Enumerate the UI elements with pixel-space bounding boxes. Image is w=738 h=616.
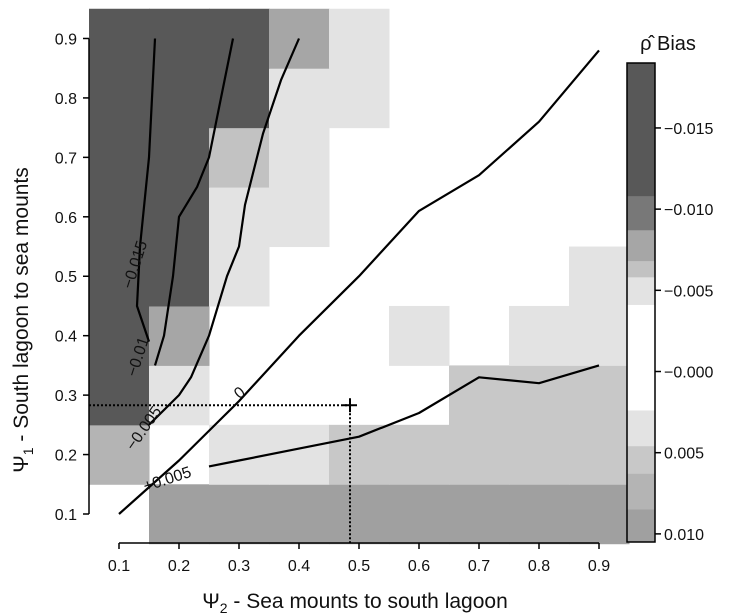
colorbar-title: ρ̂ Bias	[640, 33, 696, 55]
reference-point	[89, 398, 357, 544]
heatmap-cell	[269, 484, 330, 545]
heatmap-cell	[569, 365, 630, 426]
heatmap-cell	[89, 8, 150, 69]
colorbar-swatch	[627, 446, 655, 475]
x-axis-label: Ψ2 - Sea mounts to south lagoon	[202, 590, 508, 616]
colorbar-tick-label: −0.015	[664, 121, 713, 138]
contour-line	[148, 38, 301, 426]
heatmap-cell	[89, 365, 150, 426]
heatmap-cell	[449, 424, 510, 485]
heatmap-cell	[449, 484, 510, 545]
colorbar-swatch	[627, 230, 655, 262]
x-tick-label: 0.6	[408, 558, 430, 575]
heatmap-cell	[209, 127, 270, 188]
heatmap-cell	[569, 246, 630, 307]
y-tick-label: 0.2	[55, 448, 77, 465]
heatmap-cell	[89, 187, 150, 248]
heatmap-cell	[209, 187, 270, 248]
contour-line	[135, 38, 157, 342]
heatmap-cell	[509, 424, 570, 485]
x-tick-label: 0.1	[108, 558, 130, 575]
heatmap-cell	[509, 305, 570, 366]
contour-line	[153, 38, 235, 366]
colorbar-tick-label: 0.010	[664, 527, 704, 544]
y-tick-label: 0.3	[55, 388, 77, 405]
colorbar-frame	[626, 62, 656, 543]
colorbar: −0.015 −0.010 −0.005 −0.000 0.005 0.010	[626, 62, 713, 544]
heatmap-cell	[569, 424, 630, 485]
heatmap-cell	[89, 68, 150, 129]
heatmap-cell	[389, 484, 450, 545]
heatmap-cell	[329, 424, 390, 485]
colorbar-swatch	[627, 261, 655, 278]
heatmap-cell	[149, 484, 210, 545]
colorbar-tick-label: −0.000	[664, 365, 713, 382]
y-tick-label: 0.6	[55, 210, 77, 227]
heatmap-cell	[329, 484, 390, 545]
heatmap-cell	[89, 424, 150, 485]
heatmap-cell	[209, 484, 270, 545]
heatmap-cell	[269, 68, 330, 129]
colorbar-swatch	[627, 509, 655, 543]
heatmap-cell	[449, 365, 510, 426]
heatmap-cell	[329, 8, 390, 69]
colorbar-tick-label: −0.010	[664, 202, 713, 219]
y-tick-label: 0.1	[55, 507, 77, 524]
x-tick-label: 0.8	[528, 558, 550, 575]
x-tick-label: 0.2	[168, 558, 190, 575]
colorbar-swatch	[627, 304, 655, 411]
heatmap-cell	[269, 187, 330, 248]
heatmap-cell	[569, 305, 630, 366]
heatmap-cell	[149, 127, 210, 188]
heatmap-cell	[509, 365, 570, 426]
colorbar-tick-label: −0.005	[664, 283, 713, 300]
x-tick-label: 0.7	[468, 558, 490, 575]
contour-line	[118, 49, 600, 515]
heatmap-cell	[569, 484, 630, 545]
colorbar-swatch	[627, 63, 655, 197]
heatmap-cell	[269, 424, 330, 485]
colorbar-swatch	[627, 277, 655, 306]
colorbar-tick-label: 0.005	[664, 446, 704, 463]
heatmap-cell	[209, 8, 270, 69]
heatmap-cell	[209, 424, 270, 485]
x-tick-label: 0.9	[588, 558, 610, 575]
heatmap-cells	[89, 8, 630, 545]
heatmap-cell	[89, 127, 150, 188]
x-tick-label: 0.5	[348, 558, 370, 575]
heatmap-cell	[209, 246, 270, 307]
x-tick-label: 0.4	[288, 558, 310, 575]
x-tick-label: 0.3	[228, 558, 250, 575]
heatmap-cell	[149, 68, 210, 129]
contour-line	[208, 364, 600, 468]
y-axis-label: Ψ1 - South lagoon to sea mounts	[10, 167, 36, 473]
y-tick-label: 0.7	[55, 150, 77, 167]
colorbar-swatch	[627, 473, 655, 511]
heatmap-cell	[149, 246, 210, 307]
heatmap-cell	[149, 8, 210, 69]
heatmap-cell	[329, 68, 390, 129]
axes: 0.1 0.2 0.3 0.4 0.5 0.6 0.7 0.8 0.9 0.1 0.2 0.3 0.4 0…	[55, 31, 610, 575]
y-tick-label: 0.4	[55, 329, 77, 346]
colorbar-swatch	[627, 196, 655, 231]
y-tick-label: 0.8	[55, 91, 77, 108]
heatmap-cell	[209, 68, 270, 129]
y-tick-label: 0.5	[55, 269, 77, 286]
heatmap-cell	[389, 424, 450, 485]
heatmap-cell	[509, 484, 570, 545]
colorbar-swatch	[627, 410, 655, 447]
heatmap-cell	[269, 127, 330, 188]
y-tick-label: 0.9	[55, 31, 77, 48]
heatmap-cell	[389, 305, 450, 366]
